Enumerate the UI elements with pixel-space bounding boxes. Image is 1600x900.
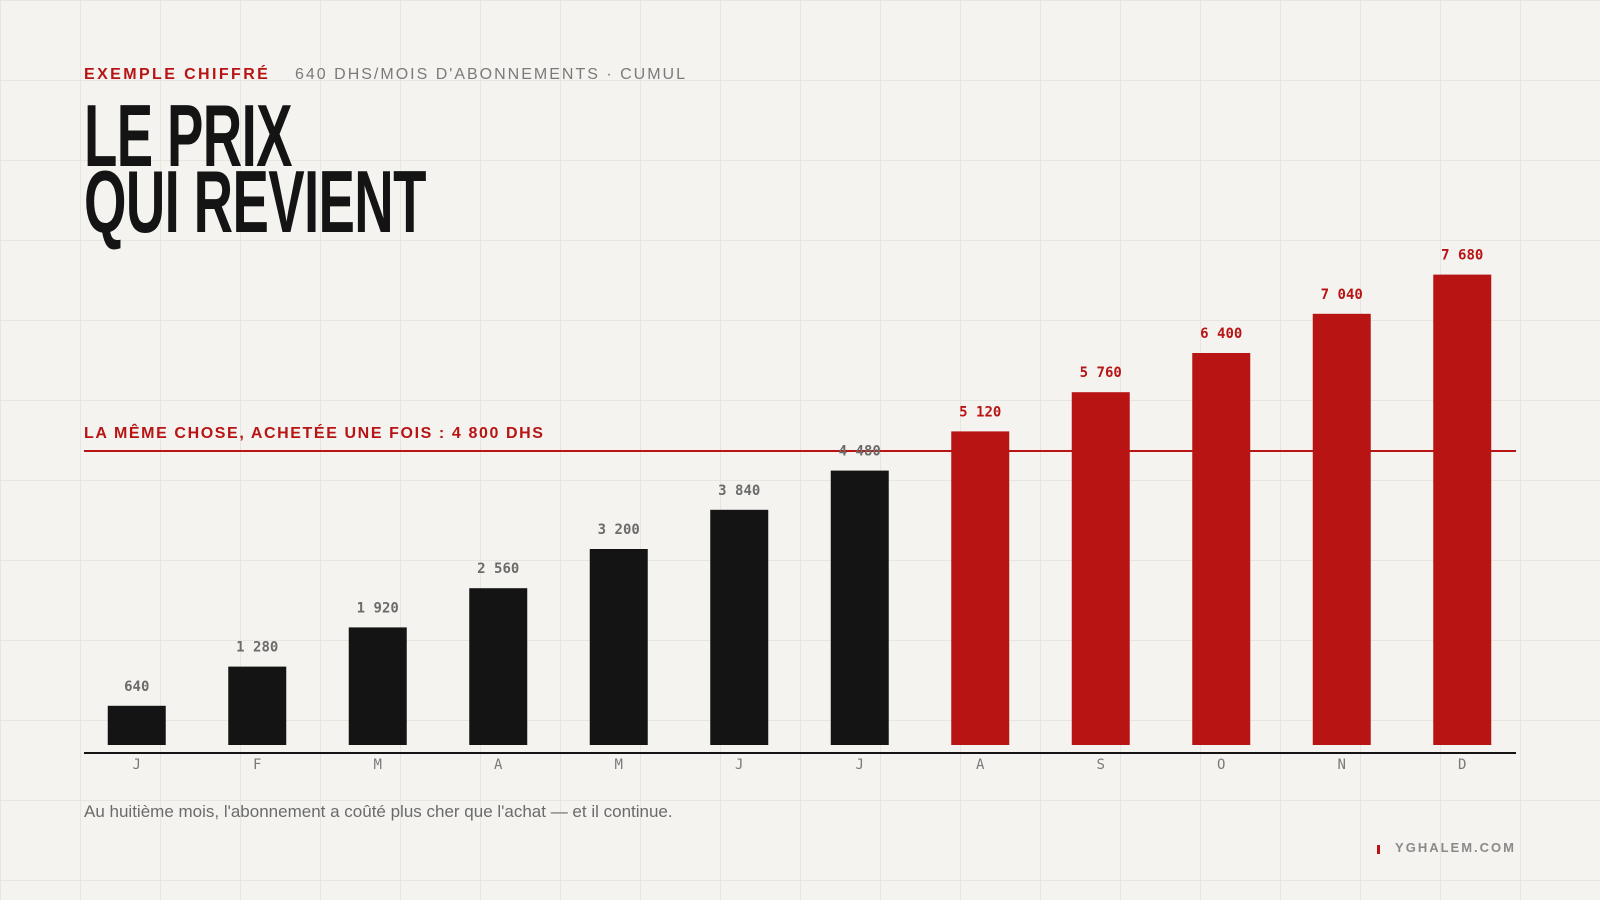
reference-label: LA MÊME CHOSE, ACHETÉE UNE FOIS : 4 800 …: [84, 423, 545, 442]
value-label: 4 480: [839, 444, 881, 460]
value-label: 2 560: [477, 561, 519, 577]
x-tick-label: J: [856, 757, 864, 773]
bar: [710, 509, 769, 745]
value-label: 640: [124, 679, 149, 695]
x-tick-label: J: [735, 757, 743, 773]
footer: YGHALEM.COM: [1395, 840, 1516, 855]
eyebrow: EXEMPLE CHIFFRÉ: [84, 66, 271, 83]
value-label: 3 200: [598, 522, 640, 538]
x-tick-label: O: [1217, 757, 1225, 773]
title-line: QUI REVIENT: [84, 152, 426, 251]
bar: [1071, 392, 1130, 745]
x-tick-label: N: [1338, 757, 1346, 773]
title-line: LE PRIX: [84, 86, 293, 185]
chart-title: LE PRIX QUI REVIENT: [84, 86, 426, 251]
x-tick-label: F: [253, 757, 261, 773]
footer-mark: [1377, 845, 1380, 854]
value-label: 1 920: [357, 600, 399, 616]
bar: [589, 549, 648, 745]
value-label: 7 680: [1441, 248, 1483, 264]
x-tick-label: S: [1097, 757, 1105, 773]
value-label: 3 840: [718, 483, 760, 499]
bar: [1192, 353, 1251, 745]
bar: [830, 470, 889, 745]
bar: [348, 627, 407, 745]
x-tick-label: J: [133, 757, 141, 773]
x-tick-label: M: [374, 757, 382, 773]
bar: [228, 666, 287, 745]
caption: Au huitième mois, l'abonnement a coûté p…: [84, 802, 673, 821]
value-label: 7 040: [1321, 287, 1363, 303]
value-label: 5 120: [959, 404, 1001, 420]
value-label: 6 400: [1200, 326, 1242, 342]
bar: [107, 705, 166, 745]
value-label: 5 760: [1080, 365, 1122, 381]
x-tick-label: D: [1458, 757, 1466, 773]
x-tick-label: A: [494, 757, 503, 773]
x-tick-label: A: [976, 757, 985, 773]
bar: [1312, 313, 1371, 745]
value-label: 1 280: [236, 640, 278, 656]
bar: [951, 431, 1010, 745]
bar: [469, 588, 528, 745]
subtitle: 640 DHS/MOIS D'ABONNEMENTS · CUMUL: [295, 66, 687, 83]
x-tick-label: M: [615, 757, 623, 773]
bar: [1433, 274, 1492, 745]
